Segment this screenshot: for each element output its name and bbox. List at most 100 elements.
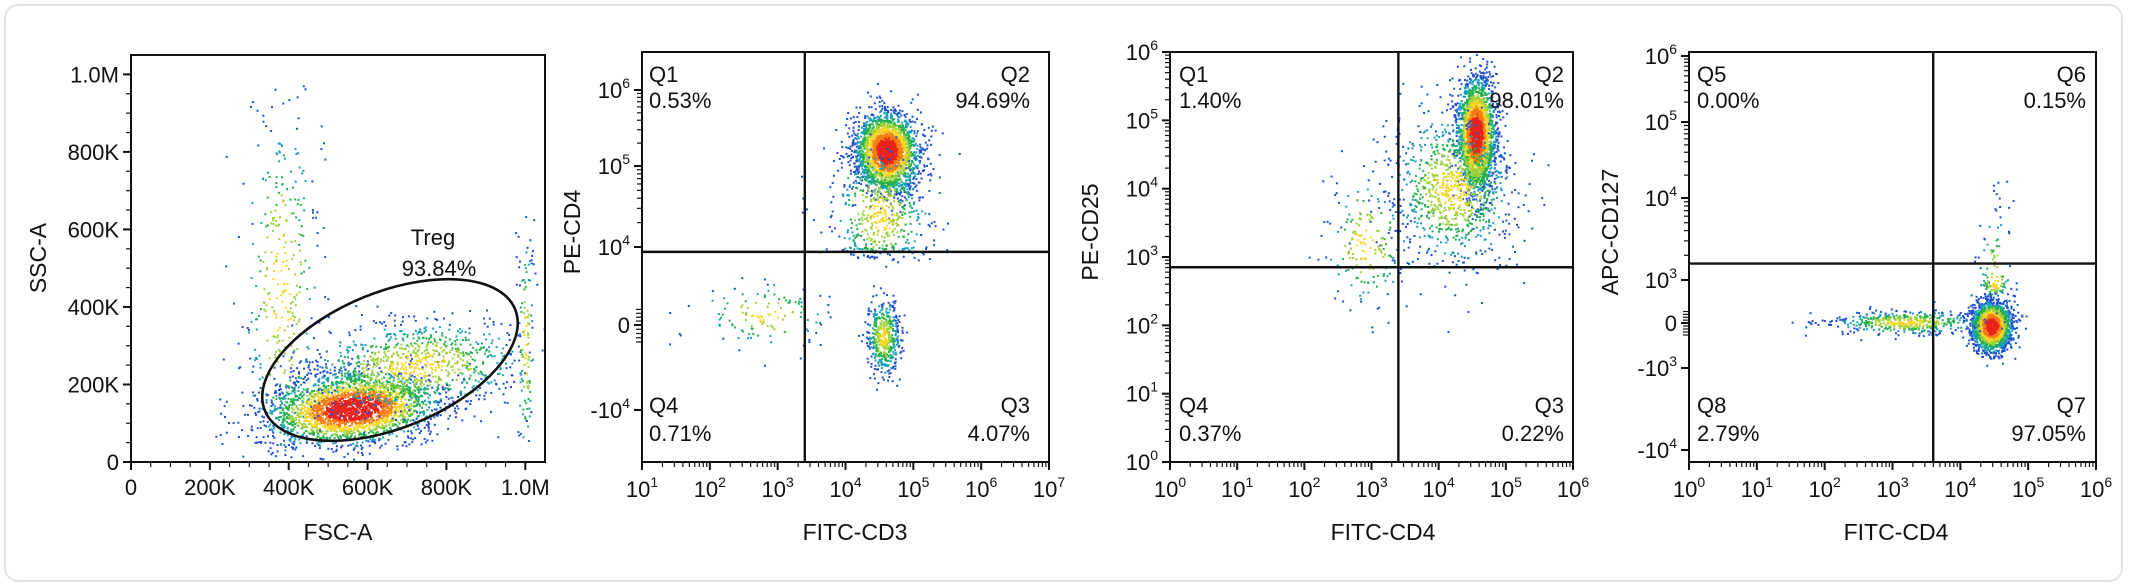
event-dot [419, 379, 422, 382]
event-dot [364, 429, 367, 432]
event-dot [307, 420, 310, 423]
event-dot [340, 430, 343, 433]
event-dot [478, 394, 481, 397]
event-dot [355, 305, 358, 308]
event-dot [289, 376, 292, 379]
event-dot [401, 365, 404, 368]
event-dot [443, 348, 446, 351]
event-dot [297, 412, 300, 415]
event-dot [294, 437, 297, 440]
event-dot [396, 351, 398, 354]
event-dot [386, 405, 389, 408]
event-dot [306, 399, 308, 402]
event-dot [237, 236, 240, 239]
event-dot [381, 395, 384, 398]
event-dot [311, 361, 314, 364]
event-dot [338, 420, 341, 423]
event-dot [307, 347, 310, 350]
event-dot [318, 405, 321, 408]
event-dot [871, 142, 874, 145]
event-dot [414, 319, 417, 322]
event-dot [396, 384, 399, 387]
event-dot [350, 388, 352, 391]
event-dot [309, 408, 312, 411]
event-dot [291, 430, 294, 432]
event-dot [391, 386, 394, 389]
event-dot [272, 222, 275, 225]
event-dot [294, 448, 297, 451]
event-dot [468, 377, 471, 380]
event-dot [266, 196, 269, 199]
event-dot [238, 367, 241, 370]
event-dot [435, 366, 437, 369]
event-dot [315, 426, 318, 429]
event-dot [310, 424, 313, 427]
event-dot [328, 419, 330, 422]
event-dot [404, 398, 407, 401]
event-dot [385, 347, 387, 350]
event-dot [339, 398, 342, 401]
event-dot [419, 383, 422, 386]
event-dot [883, 102, 886, 105]
event-dot [385, 343, 387, 346]
event-dot [327, 415, 330, 418]
event-dot [283, 282, 286, 285]
event-dot [247, 435, 250, 437]
event-dot [460, 352, 462, 355]
event-dot [429, 334, 432, 337]
event-dot [509, 366, 512, 369]
event-dot [455, 335, 458, 338]
event-dot [307, 366, 310, 369]
event-dot [333, 428, 336, 430]
event-dot [289, 317, 292, 320]
event-dot [506, 402, 509, 404]
event-dot [503, 354, 506, 357]
event-dot [390, 311, 393, 314]
event-dot [224, 415, 226, 418]
event-dot [396, 361, 399, 364]
event-dot [254, 348, 257, 351]
event-dot [335, 396, 338, 399]
event-dot [310, 432, 313, 435]
event-dot [884, 184, 887, 187]
event-dot [389, 333, 392, 335]
event-dot [371, 374, 373, 376]
event-dot [296, 395, 299, 398]
event-dot [272, 431, 275, 434]
event-dot [323, 412, 326, 415]
event-dot [286, 406, 289, 409]
event-dot [410, 372, 413, 374]
event-dot [281, 291, 284, 294]
event-dot [513, 359, 516, 362]
event-dot [334, 415, 337, 418]
event-dot [382, 359, 385, 362]
event-dot [319, 416, 322, 419]
event-dot [361, 441, 364, 444]
event-dot [518, 434, 521, 437]
event-dot [297, 376, 300, 378]
event-dot [451, 357, 454, 360]
event-dot [342, 362, 345, 365]
event-dot [520, 349, 523, 352]
event-dot [420, 443, 423, 446]
event-dot [334, 392, 336, 395]
event-dot [225, 400, 228, 403]
event-dot [380, 386, 383, 389]
event-dot [282, 426, 285, 429]
event-dot [403, 371, 406, 374]
event-dot [283, 395, 286, 398]
event-dot [342, 427, 345, 430]
event-dot [442, 358, 445, 361]
event-dot [434, 344, 437, 347]
y-tick-label: 600K [68, 217, 120, 242]
event-dot [345, 404, 348, 407]
event-dot [326, 409, 328, 412]
y-tick-label: 800K [68, 140, 120, 165]
event-dot [429, 417, 432, 420]
event-dot [351, 411, 354, 414]
treg-gate[interactable] [239, 246, 540, 473]
event-dot [497, 436, 500, 439]
event-dot [276, 417, 279, 420]
event-dot [323, 399, 326, 402]
